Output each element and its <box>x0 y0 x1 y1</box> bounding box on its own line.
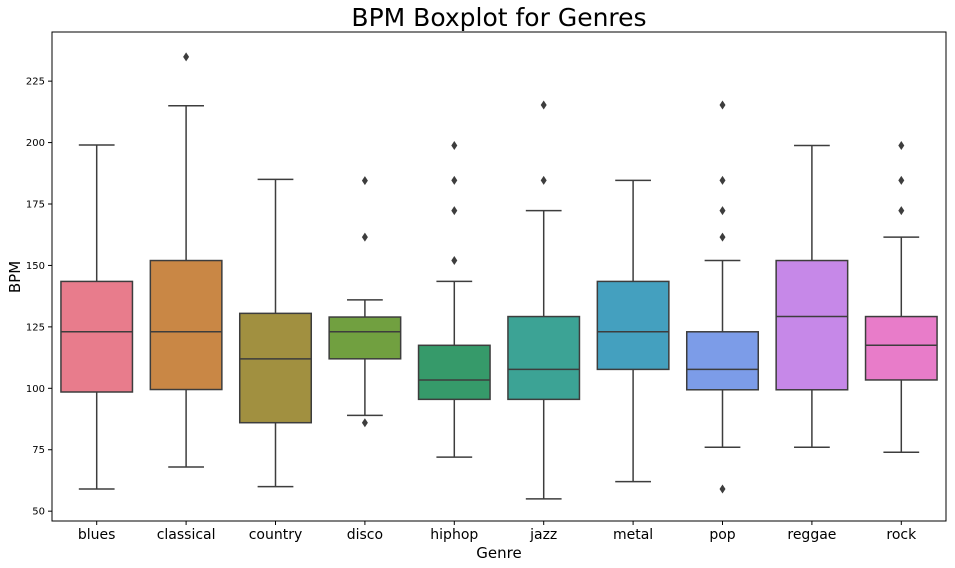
x-tick-label: reggae <box>787 527 836 543</box>
y-tick-label: 175 <box>26 200 45 211</box>
x-tick-label: metal <box>613 527 653 543</box>
x-axis-label: Genre <box>476 544 521 562</box>
x-tick-label: country <box>249 527 303 543</box>
outlier-point <box>719 206 726 216</box>
box-reggae <box>775 144 849 449</box>
y-tick-label: 75 <box>32 445 45 456</box>
box-jazz <box>507 100 581 500</box>
outlier-point <box>361 176 368 186</box>
outlier-point <box>361 418 368 428</box>
y-tick-label: 225 <box>26 77 45 88</box>
iqr-box <box>685 331 760 391</box>
box-classical <box>149 52 223 468</box>
box-series <box>60 52 938 500</box>
outlier-point <box>451 175 458 185</box>
box-disco <box>328 176 402 428</box>
iqr-box <box>775 259 849 391</box>
iqr-box <box>507 315 581 401</box>
box-pop <box>685 100 760 494</box>
y-tick-label: 50 <box>32 507 45 518</box>
outlier-point <box>183 52 190 62</box>
iqr-box <box>417 344 491 401</box>
x-tick-label: hiphop <box>430 527 478 543</box>
x-tick-label: jazz <box>529 527 557 543</box>
iqr-box <box>149 259 223 391</box>
x-tick-label: blues <box>78 527 116 543</box>
outlier-point <box>361 232 368 242</box>
x-tick-label: classical <box>157 527 216 543</box>
iqr-box <box>328 316 402 360</box>
x-tick-label: pop <box>709 527 735 543</box>
iqr-box <box>596 280 670 371</box>
box-hiphop <box>417 141 491 458</box>
outlier-point <box>719 232 726 242</box>
chart-title: BPM Boxplot for Genres <box>351 3 646 32</box>
outlier-point <box>898 206 905 216</box>
outlier-point <box>719 175 726 185</box>
outlier-point <box>898 141 905 151</box>
outlier-point <box>898 175 905 185</box>
box-country <box>238 178 313 488</box>
x-tick-label: disco <box>347 527 383 543</box>
box-metal <box>596 179 670 483</box>
outlier-point <box>451 256 458 266</box>
outlier-point <box>451 141 458 151</box>
outlier-point <box>451 206 458 216</box>
y-tick-label: 150 <box>26 261 45 272</box>
y-tick-label: 200 <box>26 138 45 149</box>
y-axis: 50 75 100 125 150 175 200 225 <box>26 77 52 518</box>
y-tick-label: 100 <box>26 384 45 395</box>
x-axis: blues classical country disco hiphop jazz meta… <box>78 521 917 543</box>
y-tick-label: 125 <box>26 322 45 333</box>
outlier-point <box>540 175 547 185</box>
outlier-point <box>719 484 726 494</box>
y-axis-label: BPM <box>6 261 24 293</box>
iqr-box <box>60 280 134 393</box>
plot-area-frame <box>51 31 947 522</box>
iqr-box <box>864 315 938 381</box>
box-blues <box>60 144 134 490</box>
outlier-point <box>719 100 726 110</box>
iqr-box <box>238 312 313 424</box>
box-rock <box>864 141 938 453</box>
x-tick-label: rock <box>886 527 917 543</box>
outlier-point <box>540 100 547 110</box>
